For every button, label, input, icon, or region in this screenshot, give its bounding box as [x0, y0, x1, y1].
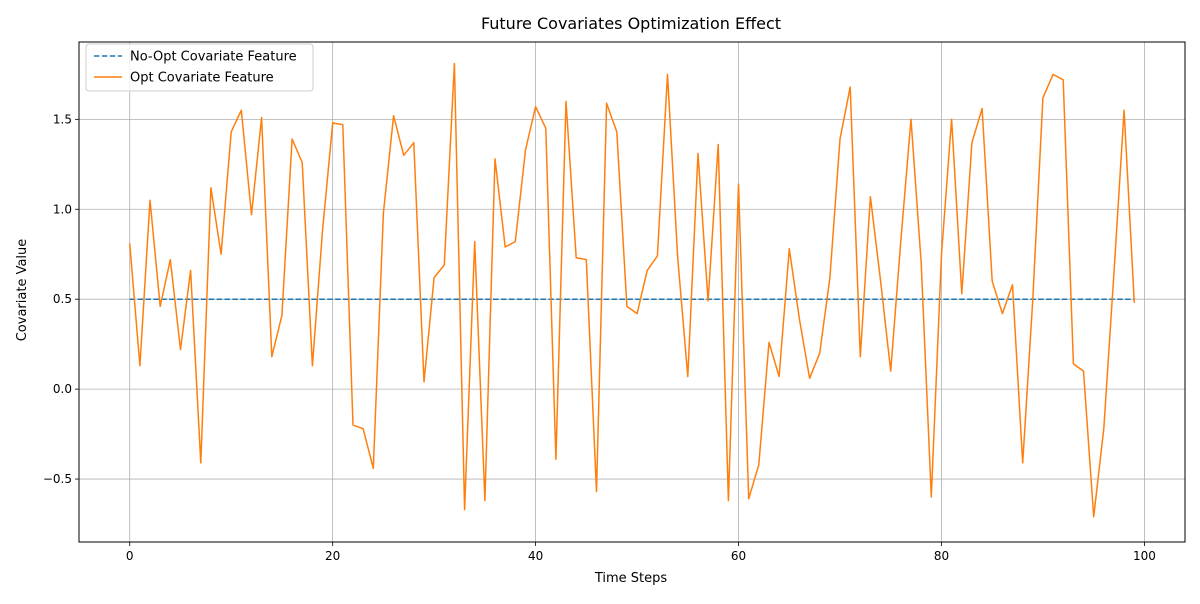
y-tick-label: 1.5 — [53, 112, 72, 126]
x-tick-label: 80 — [934, 549, 949, 563]
x-axis-label: Time Steps — [594, 571, 668, 586]
y-tick-label: 0.5 — [53, 292, 72, 306]
grid-lines — [79, 42, 1185, 542]
legend-box — [85, 43, 314, 92]
legend: No-Opt Covariate Feature Opt Covariate Fe… — [85, 43, 314, 92]
x-tick-label: 40 — [528, 549, 543, 563]
y-tick-label: 1.0 — [53, 202, 72, 216]
y-axis-label: Covariate Value — [15, 239, 30, 342]
y-tick-label: 0.0 — [53, 382, 72, 396]
plot-frame — [78, 41, 1186, 543]
x-tick-label: 20 — [325, 549, 340, 563]
x-tick-label: 60 — [731, 549, 746, 563]
y-tick-label: −0.5 — [43, 472, 72, 486]
x-tick-label: 100 — [1133, 549, 1156, 563]
legend-label: No-Opt Covariate Feature — [130, 50, 297, 65]
x-tick-label: 0 — [126, 549, 134, 563]
series-lines — [128, 62, 1136, 518]
opt-series-line — [128, 62, 1136, 518]
axis-ticks: 0 20 40 60 80 100 −0.5 0.0 0.5 1.0 1.5 — [43, 112, 1156, 563]
legend-label: Opt Covariate Feature — [130, 71, 274, 86]
chart-title: Future Covariates Optimization Effect — [481, 14, 781, 33]
